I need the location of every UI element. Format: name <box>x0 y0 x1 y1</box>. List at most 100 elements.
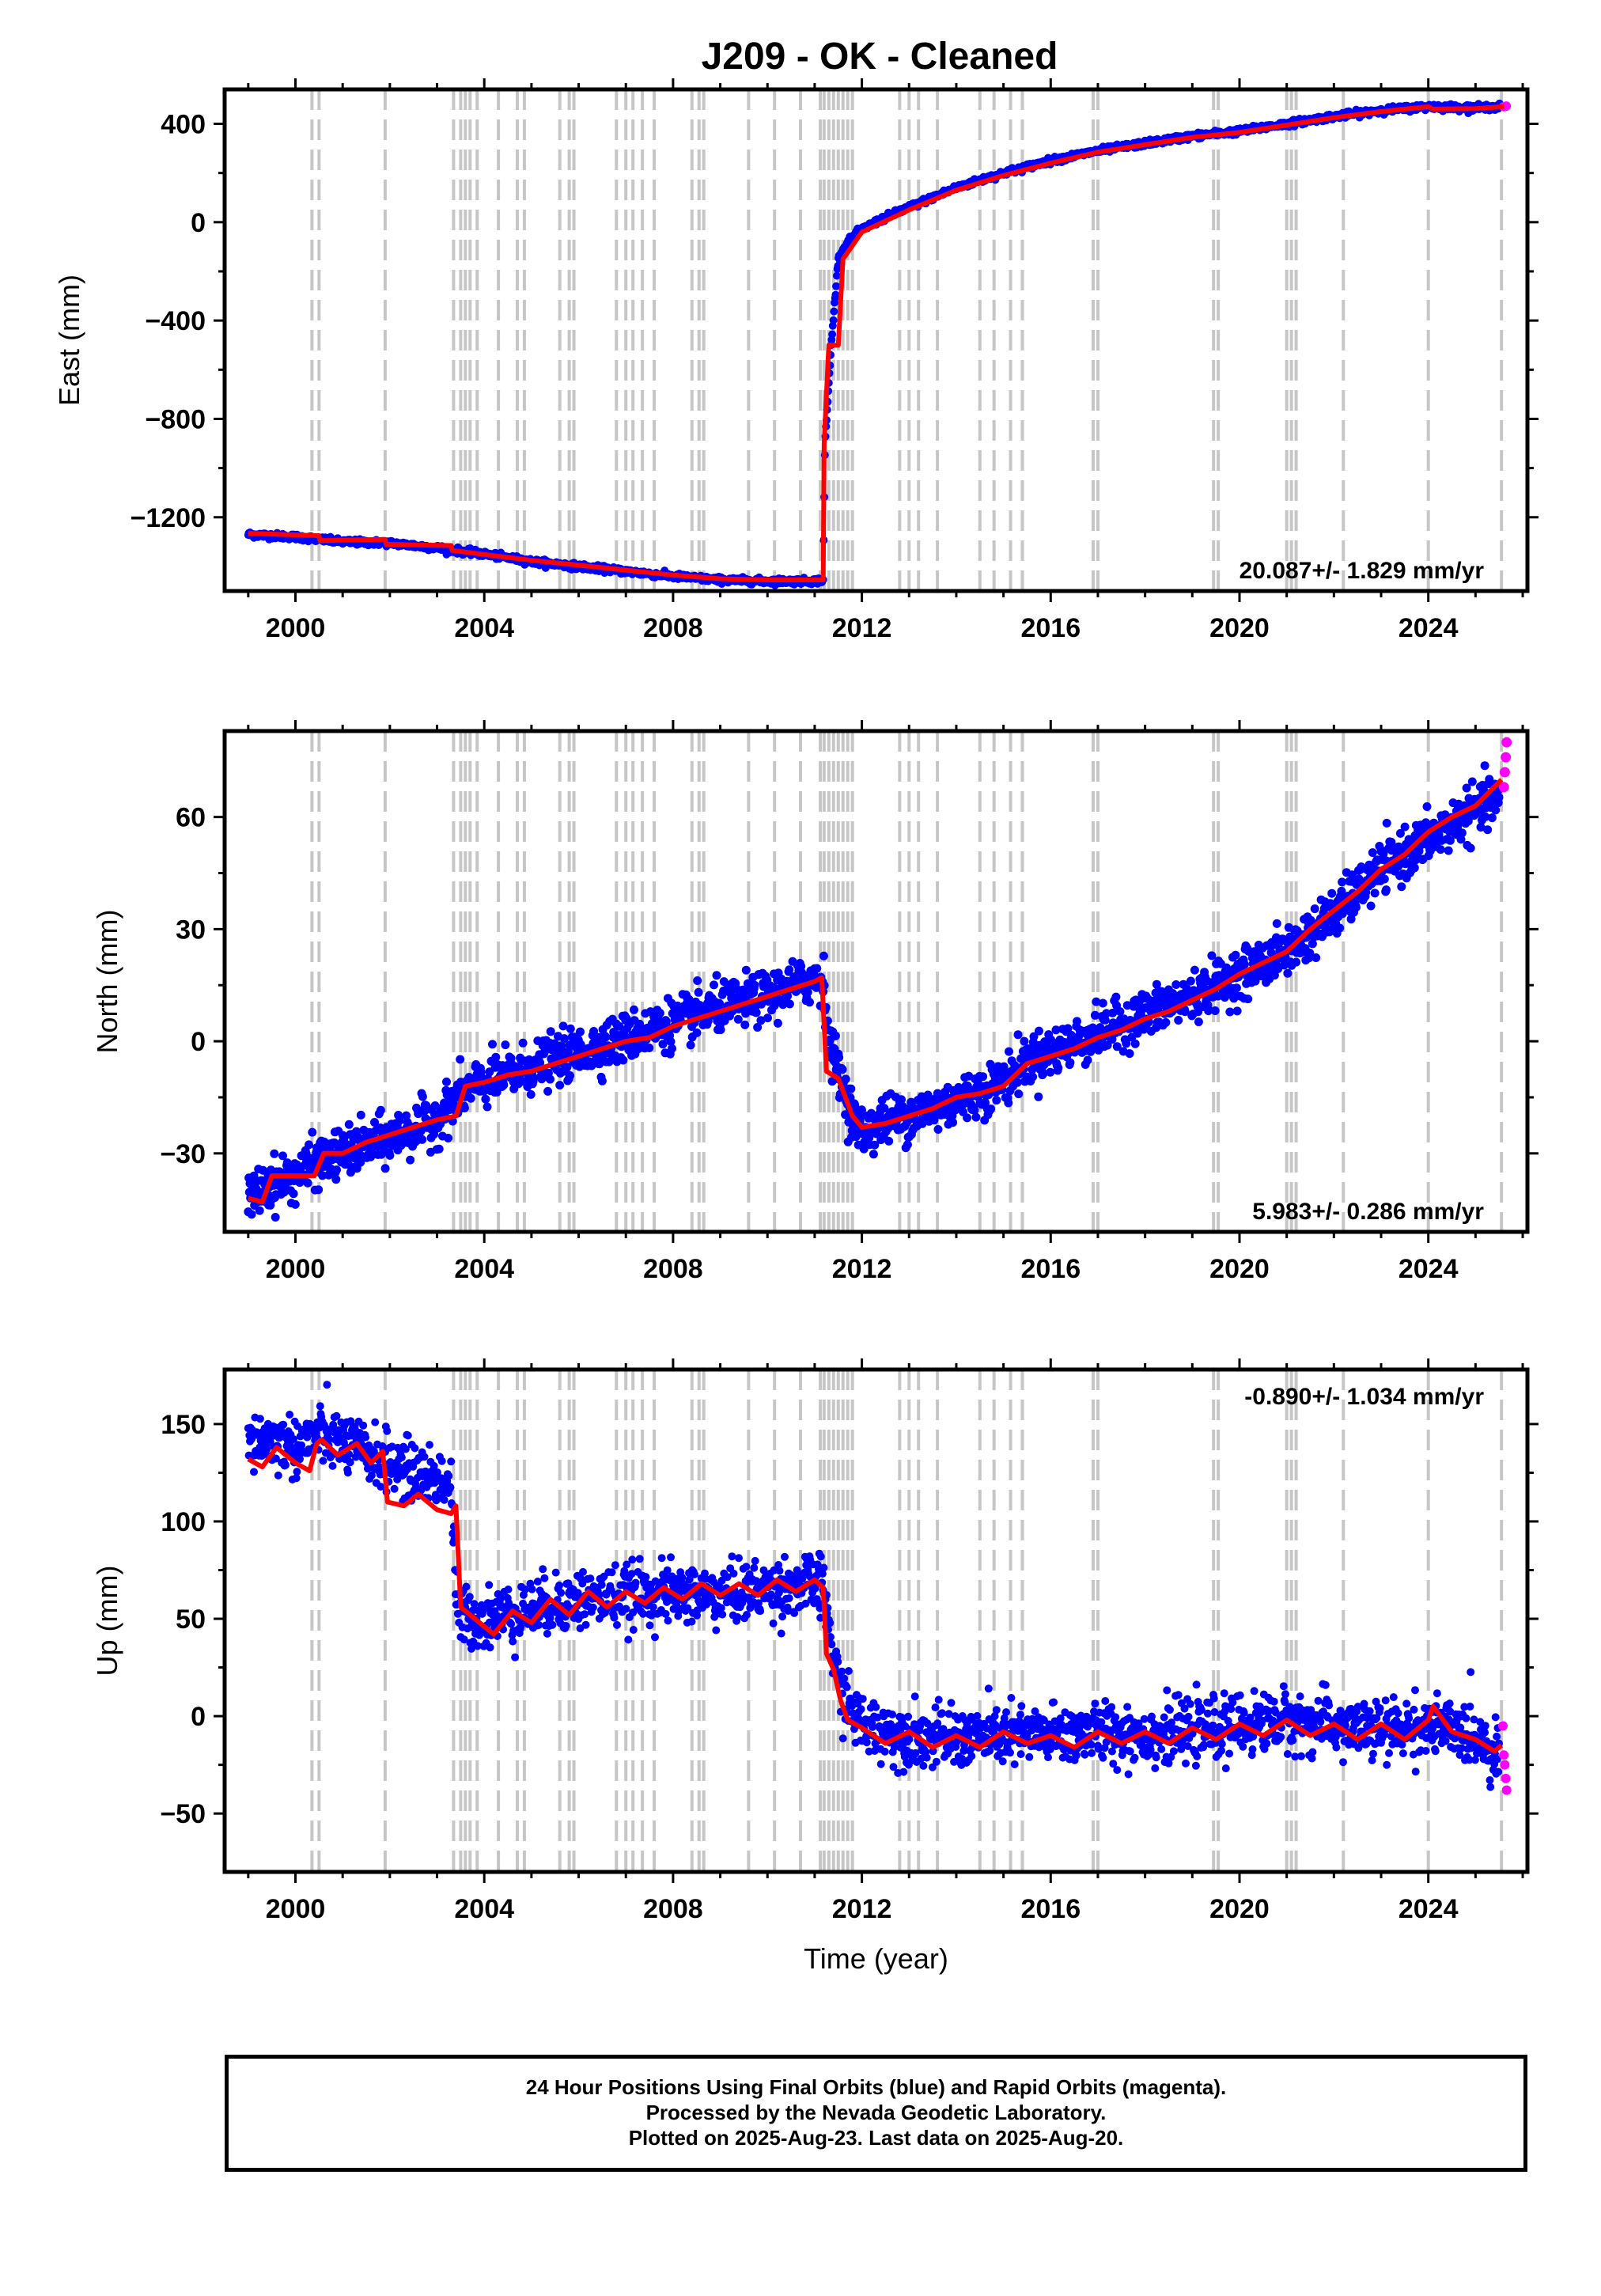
plot-area <box>244 731 1512 1232</box>
final-orbit-point <box>1035 1026 1043 1036</box>
final-orbit-point <box>1186 976 1195 986</box>
final-orbit-point <box>576 1027 585 1036</box>
final-orbit-point <box>319 1457 327 1465</box>
plot-area <box>244 89 1512 591</box>
x-tick-label: 2004 <box>454 1254 514 1284</box>
final-orbit-point <box>1222 963 1231 972</box>
final-orbit-point <box>290 1199 300 1209</box>
final-orbit-point <box>1174 1016 1183 1025</box>
final-orbit-point <box>1112 1042 1122 1051</box>
final-orbit-point <box>371 1418 380 1426</box>
final-orbit-point <box>488 1040 497 1049</box>
final-orbit-point <box>292 1474 301 1483</box>
final-orbit-point <box>543 1086 553 1096</box>
final-orbit-point <box>710 980 718 990</box>
final-orbit-point <box>1190 965 1199 975</box>
final-orbit-point <box>971 1112 981 1122</box>
final-orbit-point <box>819 951 828 960</box>
final-orbit-point <box>546 1074 554 1084</box>
final-orbit-point <box>1098 998 1107 1008</box>
final-orbit-point <box>1130 1039 1140 1048</box>
final-orbit-point <box>278 1151 287 1161</box>
y-tick-label: 60 <box>176 803 206 833</box>
final-orbit-point <box>491 1052 501 1062</box>
x-tick-label: 2016 <box>1020 613 1081 643</box>
final-orbit-point <box>1370 888 1380 898</box>
final-orbit-point <box>740 1020 750 1029</box>
final-orbit-point <box>370 1118 379 1127</box>
final-orbit-point <box>830 307 838 316</box>
y-tick-label: −30 <box>160 1139 206 1169</box>
final-orbit-point <box>1395 828 1405 838</box>
final-orbit-point <box>1063 1024 1073 1033</box>
final-orbit-point <box>562 1063 572 1072</box>
final-orbit-point <box>783 991 793 1001</box>
final-orbit-point <box>655 1009 664 1017</box>
final-orbit-point <box>270 1149 279 1158</box>
final-orbit-point <box>1308 939 1317 949</box>
y-tick-label: 400 <box>161 110 206 140</box>
final-orbit-point <box>255 1206 264 1215</box>
final-orbit-point <box>903 1140 912 1150</box>
final-orbit-point <box>1073 1017 1081 1026</box>
final-orbit-point <box>1456 835 1466 844</box>
x-tick-label: 2020 <box>1209 613 1270 643</box>
final-orbit-point <box>785 999 794 1009</box>
x-tick-label: 2024 <box>1399 613 1459 643</box>
final-orbit-point <box>1410 863 1419 873</box>
final-orbit-point <box>805 998 814 1007</box>
final-orbit-point <box>1337 886 1346 896</box>
final-orbit-point <box>841 1074 850 1084</box>
final-orbit-point <box>1083 1055 1092 1065</box>
final-orbit-point <box>1283 968 1293 978</box>
final-orbit-point <box>1180 1007 1190 1017</box>
final-orbit-point <box>741 965 751 975</box>
final-orbit-point <box>255 1415 264 1423</box>
y-tick-label: −400 <box>145 306 206 336</box>
final-orbit-point <box>303 1433 312 1442</box>
final-orbit-point <box>751 1008 761 1017</box>
final-orbit-point <box>1014 1089 1024 1099</box>
final-orbit-point <box>247 1210 256 1219</box>
final-orbit-point <box>286 1411 294 1419</box>
final-orbit-point <box>344 1120 354 1129</box>
final-orbit-point <box>999 1062 1009 1071</box>
final-orbit-point <box>933 1125 943 1134</box>
final-orbit-point <box>1243 995 1253 1004</box>
y-tick-label: −800 <box>145 404 206 434</box>
rapid-orbit-point <box>1501 737 1512 748</box>
final-orbit-point <box>367 1471 376 1480</box>
final-orbit-point <box>1480 761 1489 771</box>
final-orbit-point <box>658 1040 668 1049</box>
final-orbit-point <box>1352 903 1361 912</box>
final-orbit-point <box>948 1118 958 1127</box>
final-orbit-point <box>1102 1009 1111 1018</box>
final-orbit-point <box>1382 818 1391 828</box>
plot-area <box>244 1370 1512 1872</box>
final-orbit-point <box>716 1025 725 1034</box>
final-orbit-point <box>1171 980 1181 989</box>
final-orbit-point <box>316 1402 324 1411</box>
final-orbit-point <box>250 1468 258 1476</box>
final-orbit-point <box>331 1175 341 1184</box>
final-orbit-point <box>992 1096 1001 1105</box>
final-orbit-points <box>244 1381 1503 1791</box>
final-orbit-point <box>318 1171 327 1180</box>
final-orbit-point <box>666 1037 676 1046</box>
final-orbit-point <box>828 330 837 339</box>
final-orbit-point <box>279 1420 288 1429</box>
final-orbit-point <box>668 1044 676 1053</box>
final-orbit-point <box>263 1445 271 1453</box>
final-orbit-point <box>978 1072 988 1082</box>
final-orbit-point <box>550 1039 559 1048</box>
final-orbit-point <box>518 1038 528 1048</box>
final-orbit-point <box>1111 992 1121 1002</box>
final-orbit-point <box>1225 1007 1235 1017</box>
final-orbit-point <box>1194 1017 1203 1027</box>
final-orbit-point <box>773 1018 782 1028</box>
final-orbit-point <box>1487 813 1497 823</box>
final-orbit-point <box>1292 957 1301 967</box>
final-orbit-point <box>1327 888 1337 898</box>
x-tick-label: 2008 <box>643 613 703 643</box>
